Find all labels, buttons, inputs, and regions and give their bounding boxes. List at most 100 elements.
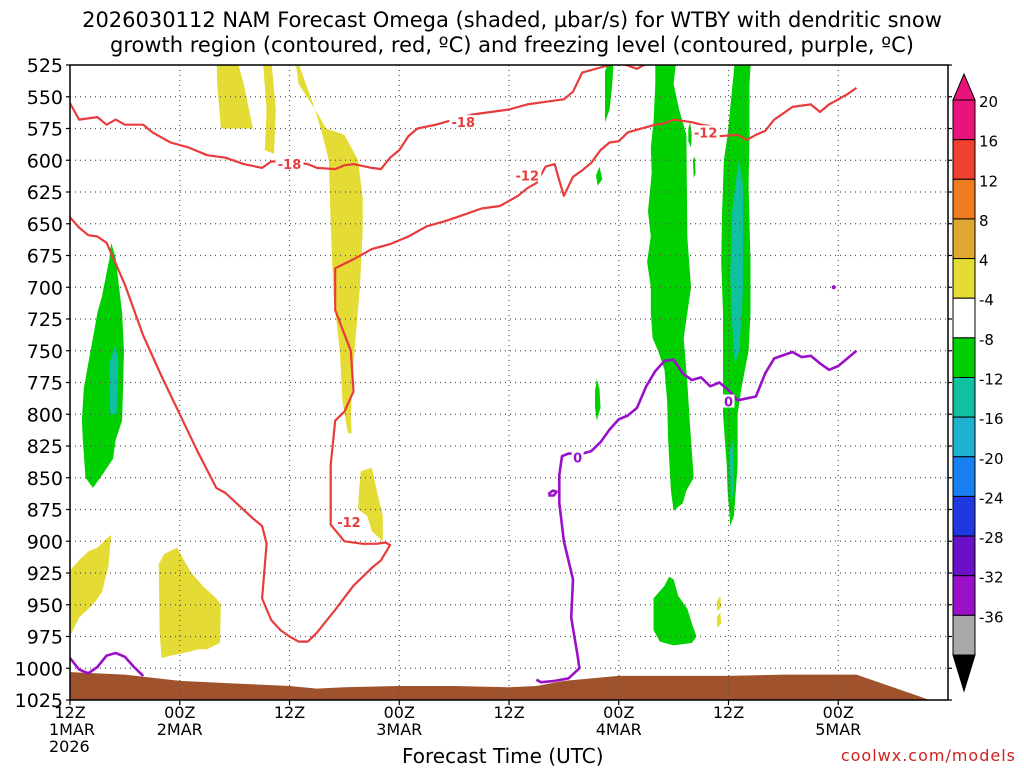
dgz-contour-0 <box>70 65 647 171</box>
contour-label-3: -12 <box>694 126 718 141</box>
colorbar-swatch-0 <box>952 99 976 141</box>
colorbar-swatch-11 <box>952 535 976 577</box>
y-tick-label-700: 700 <box>27 277 63 299</box>
omega-region-3 <box>263 65 276 154</box>
omega-region-14 <box>692 156 696 178</box>
y-tick-label-875: 875 <box>27 500 63 522</box>
y-tick-label-900: 900 <box>27 531 63 553</box>
x-tick-label-60-0: 00Z <box>603 703 634 722</box>
colorbar-label-7: -12 <box>979 371 1004 389</box>
colorbar-label-10: -24 <box>979 489 1004 507</box>
title-line-2: growth region (contoured, red, ºC) and f… <box>110 33 914 57</box>
chart-title: 2026030112 NAM Forecast Omega (shaded, µ… <box>0 8 1024 58</box>
omega-region-0 <box>70 534 112 637</box>
colorbar-label-2: 12 <box>979 172 998 190</box>
colorbar-label-0: 20 <box>979 93 998 111</box>
y-tick-label-750: 750 <box>27 341 63 363</box>
colorbar-swatch-7 <box>952 377 976 418</box>
colorbar-bottom-arrow <box>952 654 976 693</box>
contour-label-bg-1 <box>449 115 478 129</box>
omega-region-16 <box>730 160 744 364</box>
colorbar-label-1: 16 <box>979 133 998 151</box>
colorbar-swatch-1 <box>952 139 976 180</box>
x-tick-label-0-2: 2026 <box>49 737 90 756</box>
x-tick-label-60-1: 4MAR <box>596 720 642 739</box>
x-tick-label-12-0: 00Z <box>164 703 195 722</box>
freezing-level-contour-2 <box>535 349 858 684</box>
x-tick-label-36-0: 00Z <box>384 703 415 722</box>
omega-region-8 <box>605 65 614 123</box>
freezing-level-contour-1 <box>547 489 558 497</box>
colorbar-label-12: -32 <box>979 569 1004 587</box>
omega-region-9 <box>595 166 603 186</box>
y-tick-label-675: 675 <box>27 246 63 268</box>
colorbar-label-9: -20 <box>979 450 1004 468</box>
x-axis-title: Forecast Time (UTC) <box>402 744 604 768</box>
x-tick-label-72-0: 12Z <box>713 703 744 722</box>
colorbar-swatch-4 <box>952 258 976 299</box>
contour-label-bg-3 <box>691 125 720 139</box>
colorbar-swatch-6 <box>952 337 976 379</box>
y-tick-label-800: 800 <box>27 404 63 426</box>
y-tick-label-525: 525 <box>27 55 63 77</box>
colorbar-swatch-10 <box>952 495 976 537</box>
x-tick-label-84-0: 00Z <box>823 703 854 722</box>
omega-region-6 <box>81 242 124 488</box>
y-tick-label-850: 850 <box>27 468 63 490</box>
contour-label-0: -18 <box>278 158 302 173</box>
y-tick-label-925: 925 <box>27 563 63 585</box>
colorbar-swatch-13 <box>952 614 976 656</box>
contour-label-bg-4 <box>334 515 363 529</box>
omega-region-19 <box>716 612 722 628</box>
colorbar-swatch-8 <box>952 416 976 458</box>
contour-label-1: -18 <box>452 116 476 131</box>
contour-label-bg-6 <box>722 394 735 408</box>
x-tick-label-84-1: 5MAR <box>815 720 861 739</box>
x-tick-label-0-1: 1MAR <box>49 720 95 739</box>
title-line-1: 2026030112 NAM Forecast Omega (shaded, µ… <box>82 8 942 32</box>
colorbar-swatch-2 <box>952 178 976 220</box>
omega-region-2 <box>216 65 253 129</box>
y-tick-label-1025: 1025 <box>15 690 63 712</box>
plot-area: -18 -18 -12 -12 -12 0 0 <box>70 65 948 700</box>
contour-label-bg-2 <box>513 168 542 182</box>
x-tick-label-12-1: 2MAR <box>157 720 203 739</box>
colorbar-label-6: -8 <box>979 331 994 349</box>
y-tick-label-550: 550 <box>27 87 63 109</box>
colorbar: 20 16 12 8 4 -4 -8 -12 -16 -20 -24 -28 -32 -36 <box>952 72 1004 693</box>
omega-region-11 <box>647 65 694 511</box>
colorbar-label-11: -28 <box>979 529 1004 547</box>
x-tick-label-24-0: 12Z <box>274 703 305 722</box>
contour-label-5: 0 <box>573 451 582 466</box>
omega-region-4 <box>296 65 363 434</box>
colorbar-label-3: 8 <box>979 212 989 230</box>
colorbar-top-arrow <box>952 72 976 101</box>
credit-link[interactable]: coolwx.com/models <box>840 746 1016 765</box>
y-tick-label-825: 825 <box>27 436 63 458</box>
contour-label-2: -12 <box>516 169 540 184</box>
omega-region-17 <box>729 439 734 504</box>
colorbar-label-13: -36 <box>979 608 1004 626</box>
omega-region-1 <box>158 547 221 659</box>
freezing-level-contour-0 <box>70 651 145 677</box>
freezing-level-dot-0 <box>831 285 836 290</box>
omega-region-10 <box>595 378 601 421</box>
omega-region-18 <box>716 595 722 612</box>
omega-region-5 <box>358 467 383 542</box>
omega-region-13 <box>688 122 692 148</box>
ground-surface <box>70 672 930 700</box>
y-tick-label-975: 975 <box>27 627 63 649</box>
colorbar-label-8: -16 <box>979 410 1004 428</box>
colorbar-swatch-5 <box>952 297 976 339</box>
colorbar-label-5: -4 <box>979 291 994 309</box>
contour-label-bg-5 <box>571 450 584 464</box>
y-tick-label-625: 625 <box>27 182 63 204</box>
contour-label-4: -12 <box>337 516 361 531</box>
colorbar-swatch-3 <box>952 218 976 260</box>
colorbar-label-4: 4 <box>979 252 989 270</box>
x-tick-label-48-0: 12Z <box>493 703 524 722</box>
x-tick-label-0-0: 12Z <box>54 703 85 722</box>
omega-region-7 <box>109 344 119 415</box>
colorbar-swatch-9 <box>952 456 976 497</box>
